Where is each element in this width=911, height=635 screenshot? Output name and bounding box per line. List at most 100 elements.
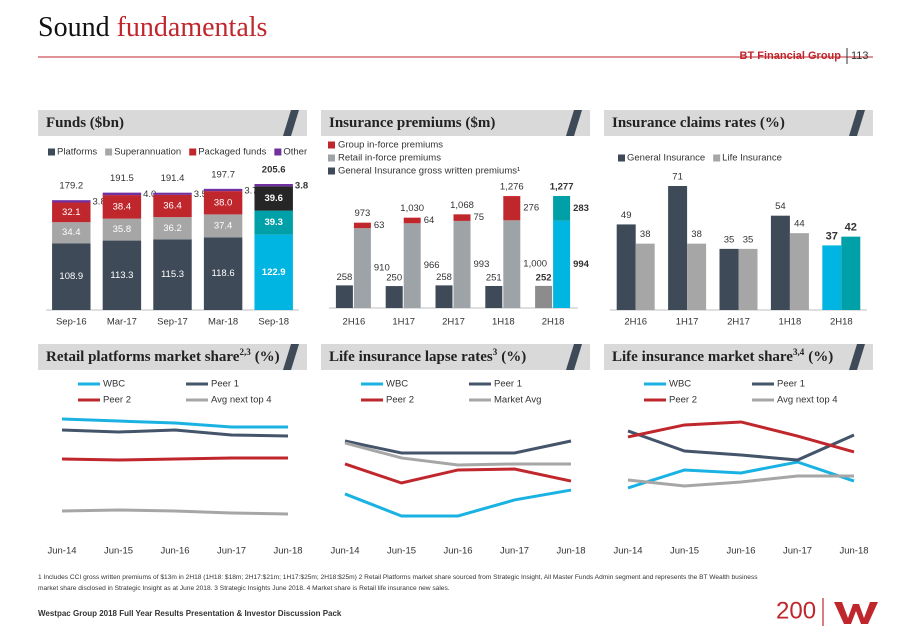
data-label: 42	[845, 222, 857, 234]
bar	[385, 286, 403, 308]
legend-label: Market Avg	[494, 395, 541, 406]
line	[61, 456, 288, 462]
legend-label: Group in-force premiums	[338, 140, 443, 151]
legend-label: WBC	[103, 379, 125, 390]
data-label: 44	[794, 219, 805, 230]
x-tick-label: Jun-16	[443, 546, 472, 557]
data-label: 39.6	[264, 193, 283, 204]
total-label: 191.4	[161, 173, 185, 184]
line	[61, 508, 289, 516]
bar	[335, 285, 353, 308]
legend-label: Superannuation	[114, 147, 181, 158]
line	[344, 488, 572, 518]
footnote: 1 Includes CCI gross written premiums of…	[38, 574, 758, 581]
data-label: 276	[523, 203, 539, 214]
bar-segment	[254, 186, 293, 211]
bar	[535, 285, 553, 308]
line	[344, 439, 572, 455]
line	[344, 441, 571, 467]
panel-header	[38, 110, 307, 136]
data-label: 35	[724, 234, 735, 245]
bar-segment	[353, 228, 371, 308]
bar	[635, 243, 655, 310]
legend-label: Life Insurance	[722, 153, 782, 164]
title-main: Sound	[38, 12, 110, 43]
legend-label: Retail in-force premiums	[338, 153, 441, 164]
data-label: 3.7	[244, 185, 257, 196]
bar-segment	[503, 220, 521, 308]
legend-swatch	[328, 167, 335, 175]
legend-swatch	[713, 154, 721, 162]
data-label: 3.5	[194, 189, 207, 200]
x-tick-label: Sep-17	[157, 317, 188, 328]
bar	[485, 285, 503, 308]
x-tick-label: Jun-14	[330, 546, 359, 557]
bar-segment	[203, 191, 243, 215]
data-label: 113.3	[110, 270, 133, 281]
title-superscript: 3,4	[793, 347, 805, 357]
bar-segment	[203, 214, 243, 238]
panel-title: Insurance claims rates (%)	[612, 115, 785, 131]
footer-text: Westpac Group 2018 Full Year Results Pre…	[38, 609, 342, 618]
line	[344, 462, 572, 485]
x-tick-label: Jun-16	[726, 546, 755, 557]
x-tick-label: Jun-15	[387, 546, 416, 557]
bar-segment	[52, 202, 91, 223]
panel-header	[604, 344, 873, 370]
legend-label: Other	[283, 147, 307, 158]
x-tick-label: 1H18	[492, 317, 515, 328]
bar	[789, 233, 809, 310]
data-label: 38	[691, 229, 702, 240]
data-label: 37	[826, 230, 838, 242]
data-label: 39.3	[264, 217, 283, 228]
legend-swatch	[328, 154, 335, 162]
legend-label: Peer 2	[386, 395, 414, 406]
data-label: 38.0	[214, 197, 233, 208]
x-tick-label: Sep-18	[258, 317, 289, 328]
title-text: Insurance premiums ($m)	[329, 115, 495, 131]
data-label: 993	[474, 259, 490, 270]
bar-segment	[254, 184, 293, 187]
logo-text: 200	[776, 597, 816, 624]
line	[627, 429, 855, 462]
data-label: 966	[424, 260, 440, 271]
title-text: Life insurance lapse rates	[329, 349, 493, 365]
bar-segment	[153, 194, 192, 218]
panel-title: Retail platforms market share2,3 (%)	[46, 347, 280, 365]
data-label: 54	[775, 201, 786, 212]
legend-label: Peer 1	[211, 379, 239, 390]
bar	[841, 236, 861, 310]
bar-segment	[553, 220, 571, 308]
line	[627, 474, 854, 488]
bar-segment	[203, 188, 243, 192]
data-label: 38.4	[113, 201, 132, 212]
panel-header	[321, 110, 590, 136]
line	[627, 420, 855, 454]
bar	[822, 245, 842, 310]
legend-label: Packaged funds	[198, 147, 266, 158]
x-tick-label: 1H17	[392, 317, 415, 328]
data-label: 63	[374, 220, 385, 231]
data-label: 3.8	[295, 181, 308, 192]
data-label: 71	[672, 172, 683, 183]
legend-label: General Insurance gross written premiums…	[338, 166, 520, 177]
bar-segment	[52, 243, 91, 310]
title-text: Retail platforms market share	[46, 349, 240, 365]
x-tick-label: 1H17	[676, 317, 699, 328]
bar-segment	[453, 220, 471, 308]
bar-segment	[52, 200, 91, 203]
data-label: 115.3	[161, 269, 184, 280]
x-tick-label: Jun-18	[839, 546, 868, 557]
title-text: Funds ($bn)	[46, 115, 124, 131]
x-tick-label: Jun-14	[47, 546, 76, 557]
bar-segment	[153, 239, 192, 310]
x-tick-label: Jun-15	[670, 546, 699, 557]
legend-label: Peer 2	[669, 395, 697, 406]
panel-title: Funds ($bn)	[46, 115, 124, 131]
bar-segment	[254, 210, 293, 235]
panel-stripe	[566, 344, 582, 370]
panel-stripe	[849, 110, 865, 136]
legend-label: WBC	[669, 379, 691, 390]
title-text: Insurance claims rates (%)	[612, 115, 785, 131]
